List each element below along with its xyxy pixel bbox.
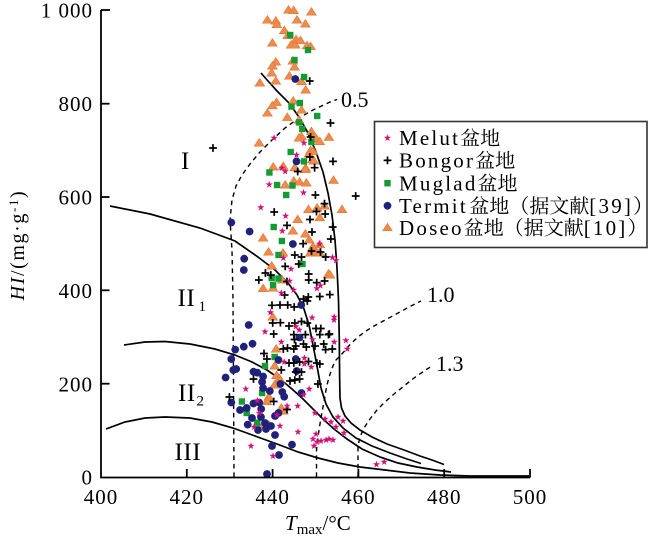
svg-text:1 000: 1 000 bbox=[41, 0, 93, 23]
svg-text:400: 400 bbox=[84, 485, 119, 509]
svg-text:I: I bbox=[181, 148, 189, 175]
svg-text:0.5: 0.5 bbox=[341, 87, 369, 112]
svg-text:[39]: [39] bbox=[589, 194, 633, 218]
svg-text:600: 600 bbox=[59, 186, 94, 210]
svg-text:460: 460 bbox=[341, 485, 376, 509]
svg-text:Tmax/°C: Tmax/°C bbox=[285, 511, 351, 538]
svg-text:Bongor: Bongor bbox=[399, 149, 475, 173]
svg-text:500: 500 bbox=[513, 485, 548, 509]
svg-text:200: 200 bbox=[59, 372, 94, 396]
svg-text:440: 440 bbox=[255, 485, 290, 509]
svg-text:II: II bbox=[178, 380, 196, 407]
svg-text:1.0: 1.0 bbox=[427, 282, 455, 307]
svg-text:0: 0 bbox=[82, 466, 94, 490]
svg-text:2: 2 bbox=[197, 394, 205, 410]
svg-text:Termit: Termit bbox=[399, 194, 468, 218]
svg-text:Doseo: Doseo bbox=[399, 216, 464, 240]
svg-text:Melut: Melut bbox=[399, 126, 460, 150]
svg-text:HI/(mg·g-1): HI/(mg·g-1) bbox=[6, 190, 29, 302]
svg-text:480: 480 bbox=[427, 485, 462, 509]
svg-text:1.3: 1.3 bbox=[436, 351, 464, 376]
svg-text:400: 400 bbox=[59, 279, 94, 303]
svg-text:1: 1 bbox=[199, 299, 207, 315]
svg-text:800: 800 bbox=[59, 92, 94, 116]
svg-text:420: 420 bbox=[170, 485, 205, 509]
svg-text:II: II bbox=[178, 285, 196, 312]
svg-text:III: III bbox=[175, 439, 202, 466]
svg-text:Muglad: Muglad bbox=[399, 171, 478, 195]
svg-text:[10]: [10] bbox=[584, 216, 628, 240]
